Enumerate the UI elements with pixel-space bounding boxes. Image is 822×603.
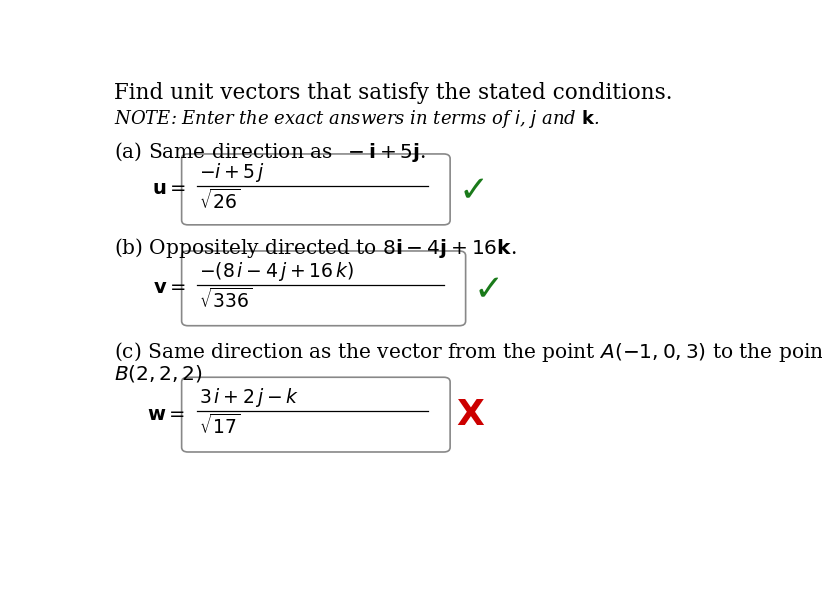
- Text: $\sqrt{336}$: $\sqrt{336}$: [199, 288, 252, 312]
- Text: $\mathbf{X}$: $\mathbf{X}$: [456, 397, 486, 432]
- Text: $\checkmark$: $\checkmark$: [473, 271, 500, 305]
- FancyBboxPatch shape: [182, 377, 450, 452]
- Text: $B(2, 2, 2)$: $B(2, 2, 2)$: [113, 364, 202, 385]
- Text: (c) Same direction as the vector from the point $A(-1, 0, 3)$ to the point: (c) Same direction as the vector from th…: [113, 340, 822, 364]
- Text: $3\,i + 2\,j - k$: $3\,i + 2\,j - k$: [199, 386, 298, 409]
- Text: $-(8\,i - 4\,j + 16\,k)$: $-(8\,i - 4\,j + 16\,k)$: [199, 260, 353, 283]
- Text: $\checkmark$: $\checkmark$: [458, 172, 484, 206]
- Text: $\sqrt{26}$: $\sqrt{26}$: [199, 189, 240, 213]
- Text: $\mathbf{u} =$: $\mathbf{u} =$: [151, 180, 186, 198]
- FancyBboxPatch shape: [182, 154, 450, 225]
- Text: (a) Same direction as $\;-\mathbf{i} + 5\mathbf{j}$.: (a) Same direction as $\;-\mathbf{i} + 5…: [113, 140, 426, 164]
- Text: Find unit vectors that satisfy the stated conditions.: Find unit vectors that satisfy the state…: [113, 81, 672, 104]
- Text: $\mathbf{w} =$: $\mathbf{w} =$: [147, 406, 186, 424]
- Text: $-i + 5\,j$: $-i + 5\,j$: [199, 161, 265, 184]
- FancyBboxPatch shape: [182, 251, 465, 326]
- Text: $\mathbf{v} =$: $\mathbf{v} =$: [153, 279, 186, 297]
- Text: NOTE: Enter the exact answers in terms of $\mathit{i}$, $\mathit{j}$ and $\mathb: NOTE: Enter the exact answers in terms o…: [113, 108, 599, 130]
- Text: (b) Oppositely directed to $8\mathbf{i} - 4\mathbf{j} + 16\mathbf{k}$.: (b) Oppositely directed to $8\mathbf{i} …: [113, 236, 516, 260]
- Text: $\sqrt{17}$: $\sqrt{17}$: [199, 414, 240, 438]
